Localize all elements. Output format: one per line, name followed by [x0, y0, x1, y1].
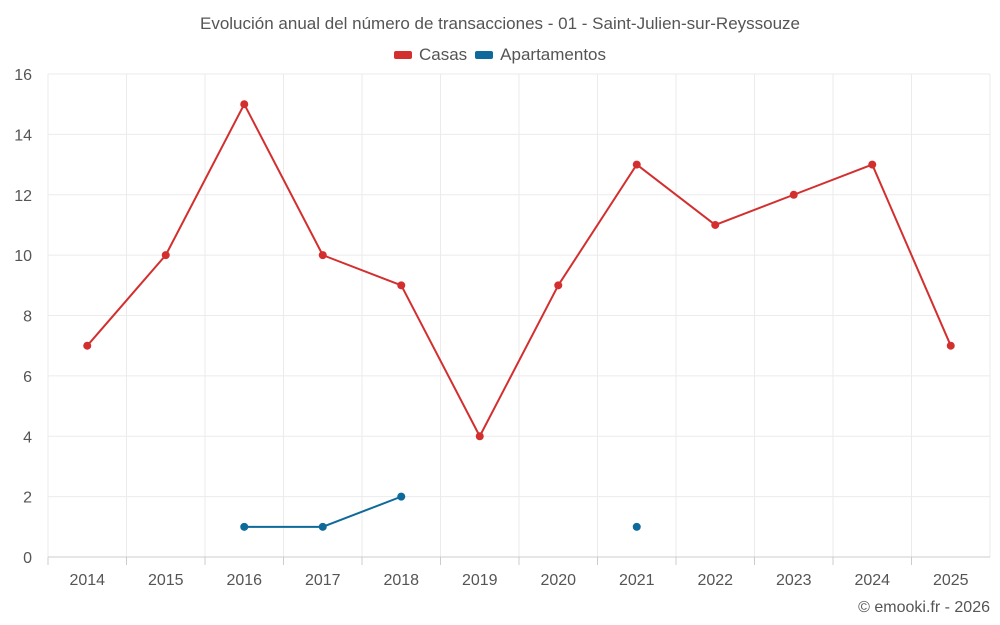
x-tick-label: 2023 [776, 572, 812, 589]
x-tick-label: 2018 [383, 572, 419, 589]
data-point [318, 251, 327, 260]
data-point [397, 492, 406, 501]
x-tick-label: 2017 [305, 572, 341, 589]
data-point [868, 160, 877, 169]
y-tick-label: 14 [14, 127, 32, 144]
series-casas [83, 100, 955, 441]
series-line [86, 103, 952, 438]
data-point [318, 522, 327, 531]
series [83, 100, 955, 531]
data-point [554, 281, 563, 290]
data-point [711, 220, 720, 229]
series-line [244, 495, 402, 528]
data-point [632, 522, 641, 531]
legend-item-casas[interactable]: Casas [393, 45, 468, 65]
legend: Casas Apartamentos [0, 45, 1000, 65]
x-tick-label: 2016 [226, 572, 262, 589]
y-tick-label: 6 [23, 369, 32, 386]
x-tick-label: 2019 [462, 572, 498, 589]
x-tick-label: 2014 [69, 572, 105, 589]
data-point [240, 100, 249, 109]
y-tick-label: 10 [14, 248, 32, 265]
data-point [240, 522, 249, 531]
y-tick-label: 4 [23, 429, 32, 446]
x-tick-label: 2025 [933, 572, 969, 589]
data-point [161, 251, 170, 260]
grid [47, 73, 991, 557]
legend-label-casas: Casas [418, 45, 468, 64]
x-tick-label: 2024 [854, 572, 890, 589]
x-tick-label: 2022 [697, 572, 733, 589]
axes: 0 2 4 6 8 10 12 14 16 2014 2015 2016 2017 2018 2019 202… [14, 67, 990, 589]
y-tick-label: 16 [14, 67, 32, 84]
data-point [789, 190, 798, 199]
y-tick-label: 0 [23, 550, 32, 567]
x-tick-label: 2021 [619, 572, 655, 589]
legend-label-apartamentos: Apartamentos [500, 45, 607, 64]
series-apartamentos [240, 492, 641, 531]
data-point [632, 160, 641, 169]
data-point [946, 341, 955, 350]
data-point [397, 281, 406, 290]
legend-item-apartamentos[interactable]: Apartamentos [475, 45, 606, 65]
chart-title: Evolución anual del número de transaccio… [199, 14, 801, 33]
legend-swatch-casas [393, 51, 412, 59]
footer-credit: © emooki.fr - 2026 [858, 599, 990, 616]
x-tick-label: 2015 [148, 572, 184, 589]
data-point [475, 432, 484, 441]
x-tick-label: 2020 [540, 572, 576, 589]
y-tick-label: 12 [14, 188, 32, 205]
y-tick-label: 8 [23, 309, 32, 326]
legend-swatch-apartamentos [475, 51, 494, 59]
data-point [83, 341, 92, 350]
y-tick-label: 2 [23, 490, 32, 507]
